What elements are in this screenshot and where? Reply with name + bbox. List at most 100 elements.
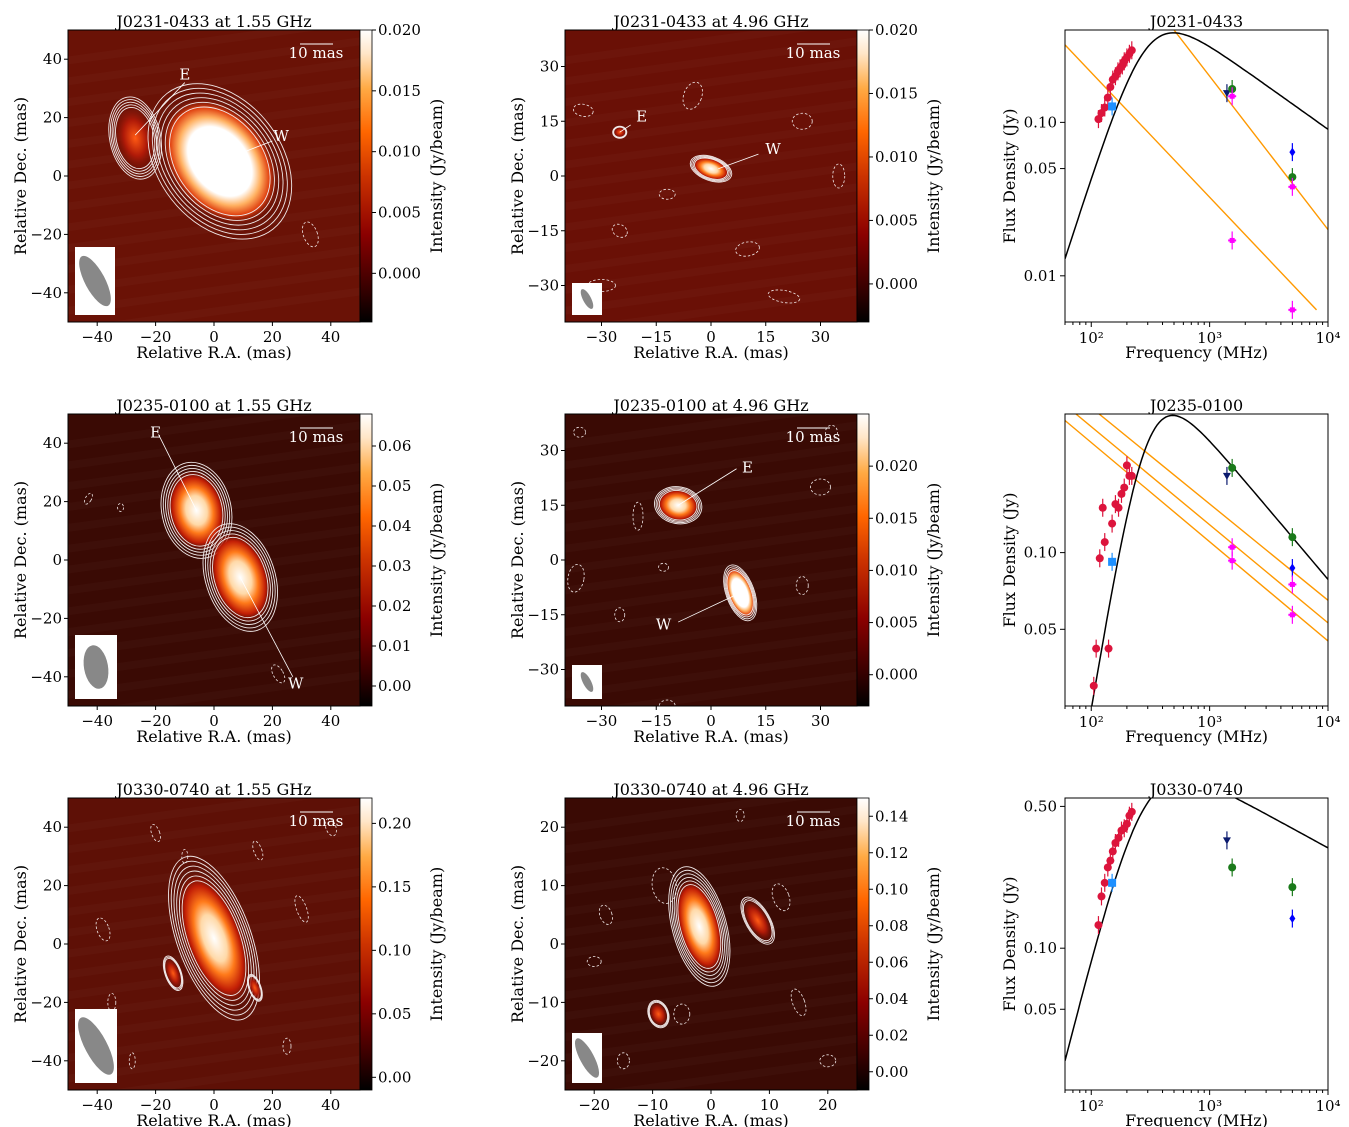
- negative-contour: [735, 241, 760, 257]
- emission-component: [112, 102, 158, 174]
- component-label: E: [179, 66, 190, 84]
- contour-line: [163, 956, 183, 990]
- scalebar-label: 10 mas: [289, 44, 344, 62]
- data-point-triangle: [1222, 472, 1231, 480]
- colorbar-tick-label: 0.010: [875, 148, 918, 166]
- colorbar-tick-label: 0.005: [875, 614, 918, 632]
- x-tick-label: 15: [756, 328, 775, 346]
- map-panel: 10 mas E W −40 −20 0 20 40 40 20 0 −20 −40 J0231-0433…: [11, 12, 446, 362]
- map-image: [95, 818, 337, 1070]
- contour-line: [655, 487, 701, 524]
- spectrum-title: J0330-0740: [1148, 780, 1243, 799]
- y-tick-label: 20: [43, 877, 62, 895]
- y-tick-label: −15: [527, 606, 559, 624]
- negative-contour: [682, 81, 703, 110]
- label-leader: [158, 434, 197, 511]
- contour-line: [168, 855, 260, 1021]
- colorbar-tick-label: 0.03: [378, 557, 411, 575]
- negative-contour: [324, 818, 337, 837]
- negative-contour: [673, 1003, 691, 1025]
- negative-contour: [767, 289, 801, 304]
- colorbar-tick-label: 0.015: [875, 84, 918, 102]
- colorbar-tick-label: 0.06: [378, 437, 411, 455]
- data-point-low-freq: [1094, 115, 1103, 124]
- x-tick-label: 20: [263, 712, 282, 730]
- power-law-line: [1065, 44, 1318, 311]
- x-axis-label: Relative R.A. (mas): [633, 727, 789, 746]
- y-tick-label: −30: [527, 277, 559, 295]
- x-tick-label: 20: [263, 1096, 282, 1114]
- contour-line: [160, 97, 280, 226]
- y-tick-label: 0: [549, 167, 559, 185]
- y-tick-label: 30: [540, 58, 559, 76]
- label-leader: [619, 124, 631, 133]
- data-point-green: [1228, 463, 1237, 472]
- beam-ellipse: [580, 672, 594, 692]
- y-tick-label: 20: [540, 818, 559, 836]
- label-leader: [239, 577, 294, 677]
- data-point-low-freq: [1092, 644, 1101, 653]
- data-point-green: [1288, 533, 1297, 542]
- map-title: J0231-0433 at 1.55 GHz: [114, 12, 311, 31]
- data-point-triangle: [1222, 837, 1231, 845]
- colorbar: [856, 797, 870, 1091]
- label-leader: [677, 468, 737, 506]
- contour-line: [209, 533, 271, 622]
- scalebar-label: 10 mas: [786, 428, 841, 446]
- x-tick-label: 10⁴: [1315, 713, 1340, 731]
- colorbar-tick-label: 0.020: [875, 457, 918, 475]
- data-point-square: [1108, 102, 1117, 111]
- negative-contour: [658, 699, 676, 706]
- contour-line: [673, 876, 725, 976]
- negative-contour: [567, 563, 585, 593]
- negative-contour: [95, 917, 111, 942]
- colorbar-tick-label: 0.020: [875, 21, 918, 39]
- colorbar-tick-label: 0.20: [378, 814, 411, 832]
- negative-contour: [117, 503, 124, 512]
- y-tick-label: 15: [540, 112, 559, 130]
- colorbar-label: Intensity (Jy/beam): [427, 483, 446, 637]
- y-axis-label: Relative Dec. (mas): [508, 481, 527, 639]
- negative-contour: [832, 163, 846, 189]
- map-background: [565, 414, 857, 706]
- x-axis-label: Relative R.A. (mas): [633, 343, 789, 362]
- y-tick-label: −20: [30, 225, 62, 243]
- colorbar-label: Intensity (Jy/beam): [427, 867, 446, 1021]
- data-point-low-freq: [1100, 103, 1109, 112]
- negative-contour: [294, 895, 309, 923]
- colorbar-tick-label: 0.020: [378, 21, 421, 39]
- colorbar-tick-label: 0.04: [378, 517, 411, 535]
- map-panel: 10 mas −20 −10 0 10 20 20 10 0 −10 −20 J0330-0740 a…: [508, 780, 943, 1127]
- colorbar-tick-label: 0.05: [378, 477, 411, 495]
- component-label: W: [288, 674, 304, 692]
- data-point-component: [1289, 307, 1295, 313]
- contour-line: [108, 96, 162, 180]
- y-tick-label: 30: [540, 442, 559, 460]
- figure-row: 10 mas −40 −20 0 20 40 40 20 0 −20 −40 J0330-0740 a…: [11, 780, 1341, 1127]
- emission-component: [163, 956, 183, 991]
- label-leader: [219, 140, 273, 162]
- negative-contour: [573, 426, 586, 438]
- spectrum-title: J0231-0433: [1148, 12, 1243, 31]
- emission-component: [741, 897, 775, 944]
- x-tick-label: −20: [140, 328, 172, 346]
- component-label: E: [636, 107, 647, 125]
- y-tick-label: 0: [549, 551, 559, 569]
- x-tick-label: −15: [640, 328, 672, 346]
- x-axis-label: Relative R.A. (mas): [633, 1111, 789, 1127]
- negative-contour: [586, 956, 602, 967]
- colorbar: [359, 29, 373, 323]
- x-tick-label: 0: [706, 328, 716, 346]
- y-tick-label: −20: [30, 993, 62, 1011]
- map-title: J0231-0433 at 4.96 GHz: [611, 12, 808, 31]
- label-leader: [718, 153, 759, 170]
- negative-contour: [735, 809, 745, 822]
- negative-contour: [84, 492, 93, 505]
- colorbar-tick-label: 0.04: [875, 990, 908, 1008]
- map-panel: 10 mas E W −30 −15 0 15 30 30 15 0 −15 −30 J0235-0100…: [508, 396, 943, 746]
- colorbar-tick-label: 0.10: [378, 941, 411, 959]
- data-point-low-freq: [1095, 554, 1104, 563]
- colorbar-tick-label: 0.005: [378, 204, 421, 222]
- x-axis-label: Relative R.A. (mas): [136, 343, 292, 362]
- negative-contour: [791, 112, 813, 130]
